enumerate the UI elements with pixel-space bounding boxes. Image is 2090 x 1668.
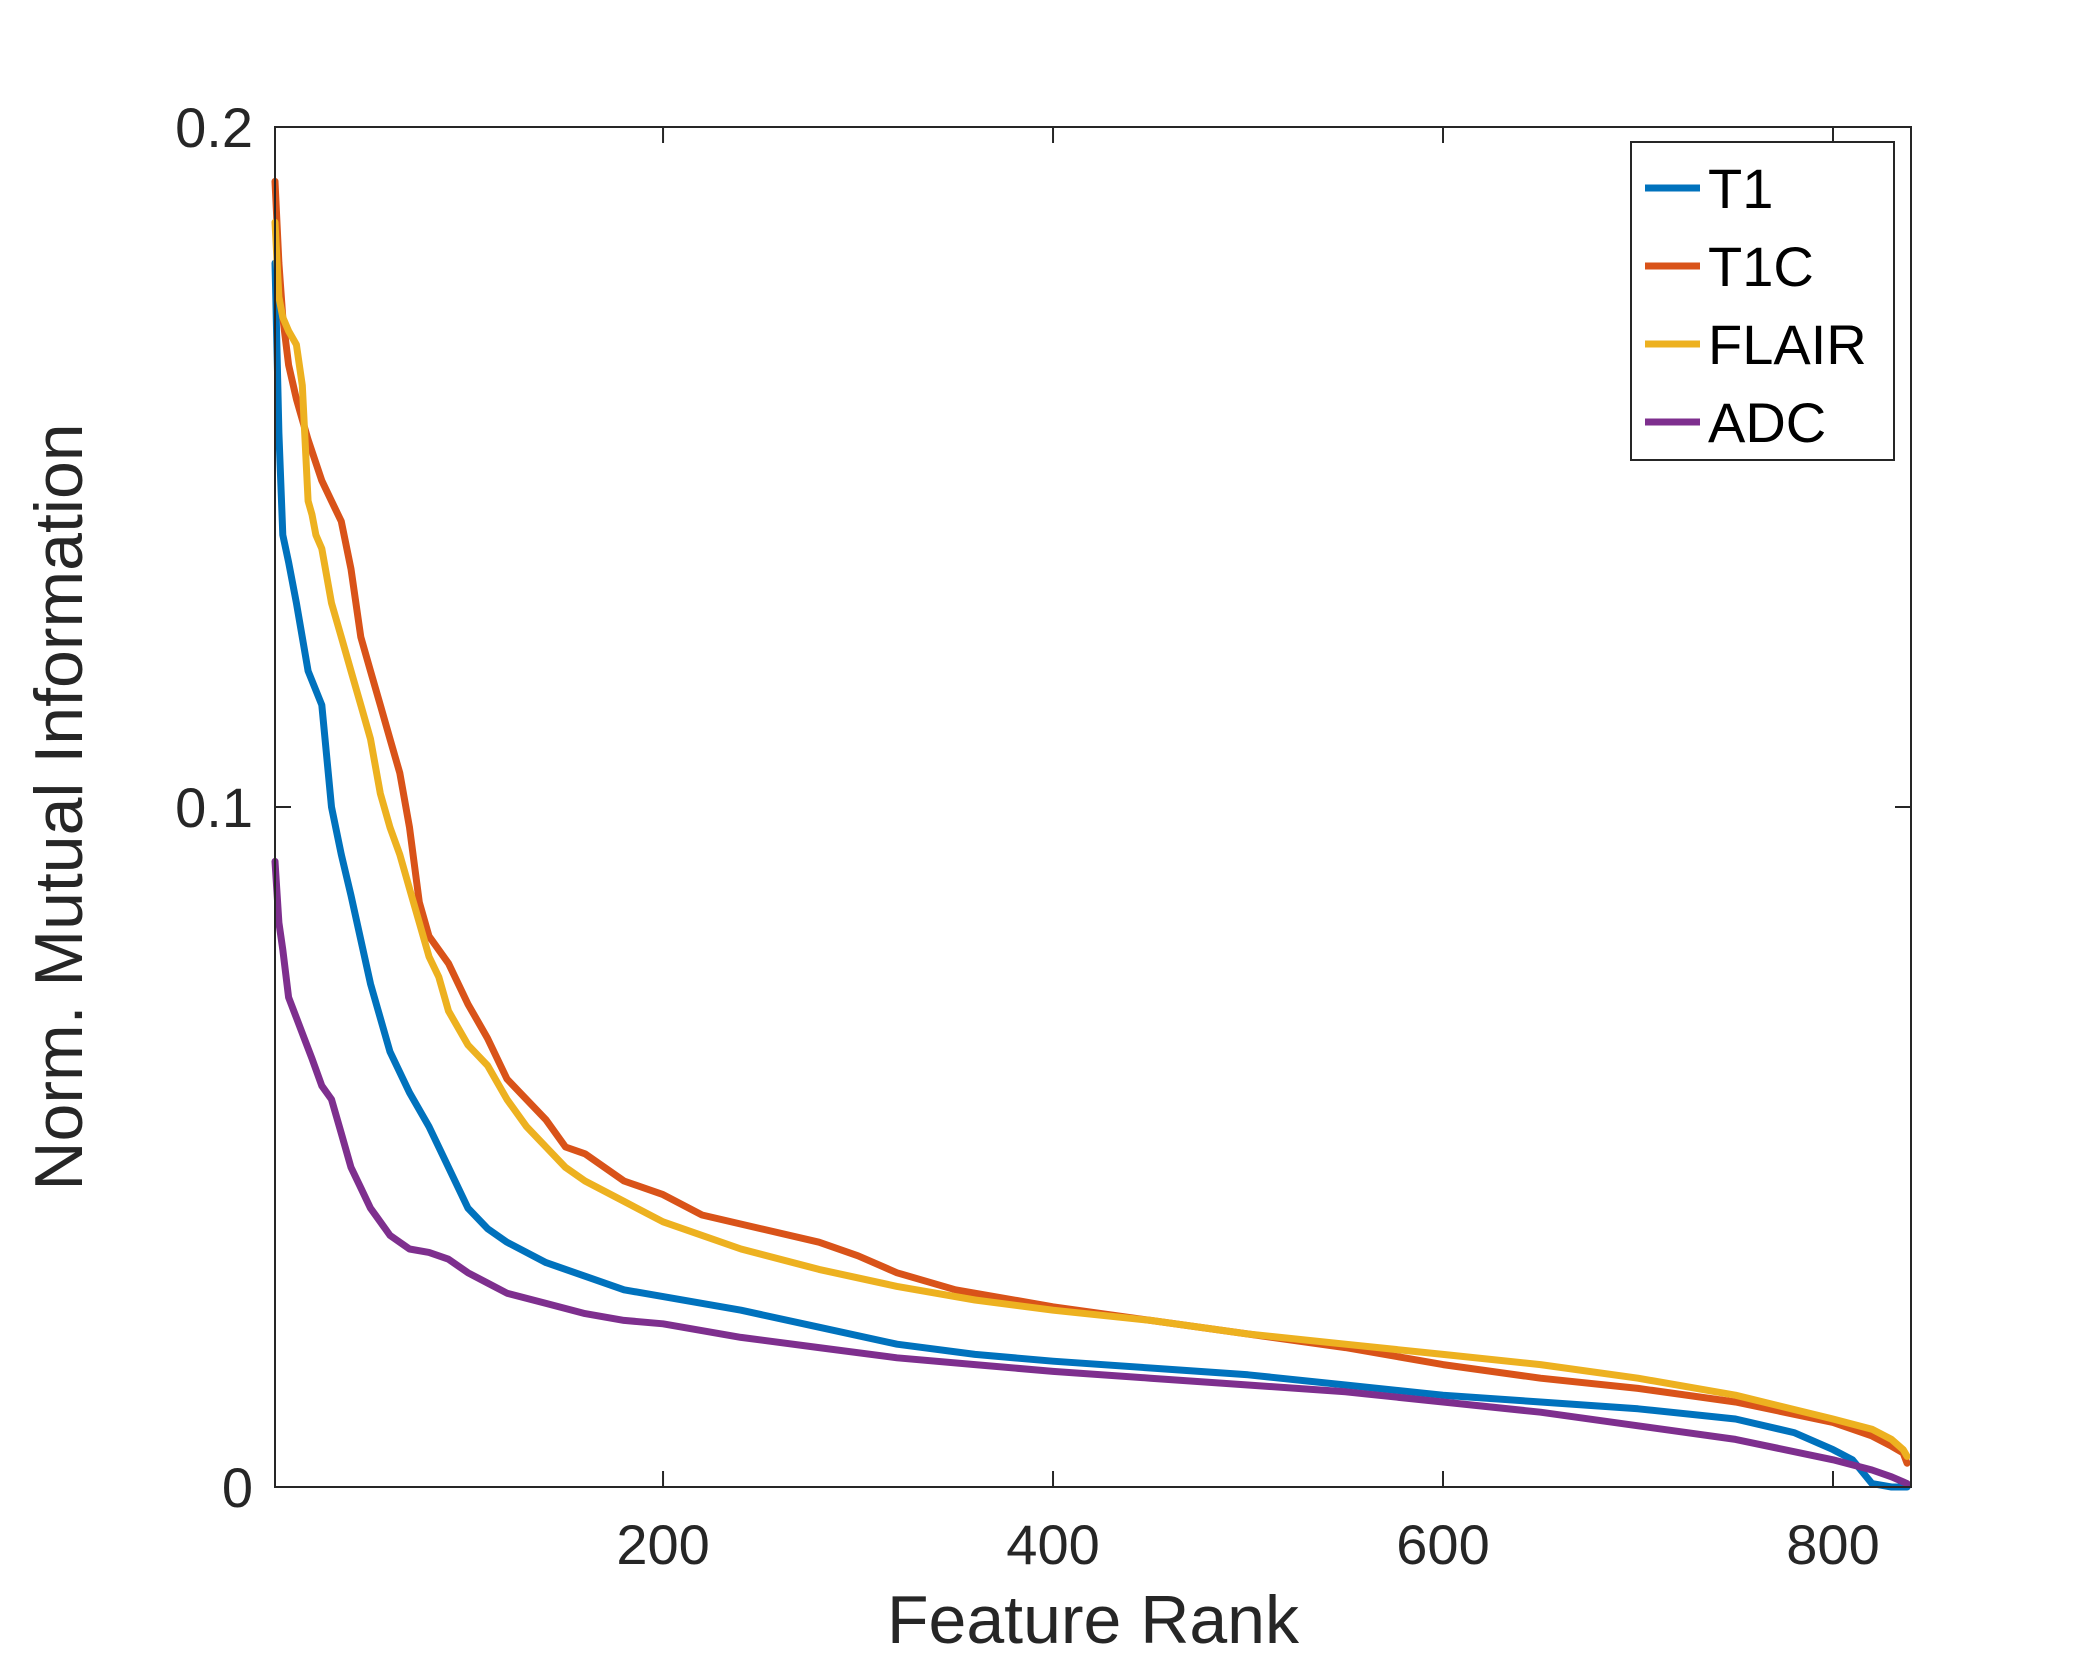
legend-label-t1c: T1C: [1708, 235, 1814, 298]
series-line-adc: [271, 857, 1911, 1488]
x-tick-label: 400: [1006, 1513, 1099, 1576]
legend-label-adc: ADC: [1708, 391, 1826, 454]
y-tick-label: 0.1: [175, 776, 253, 839]
legend: T1 T1C FLAIR ADC: [1630, 141, 1895, 461]
legend-label-t1: T1: [1708, 157, 1773, 220]
tick-marks: [275, 126, 1911, 1488]
legend-entries: T1 T1C FLAIR ADC: [1645, 157, 1867, 454]
series-layer: [271, 177, 1911, 1491]
legend-box: [1630, 141, 1895, 461]
y-axis-title: Norm. Mutual Information: [21, 423, 97, 1190]
y-tick-labels: 0 0.1 0.2: [175, 96, 253, 1519]
series-line-flair: [271, 218, 1911, 1460]
legend-label-flair: FLAIR: [1708, 313, 1867, 376]
x-tick-labels: 200 400 600 800: [616, 1513, 1879, 1576]
x-tick-label: 200: [616, 1513, 709, 1576]
series-line-t1c: [271, 177, 1911, 1467]
x-tick-label: 600: [1396, 1513, 1489, 1576]
y-tick-label: 0: [222, 1456, 253, 1519]
x-axis-title: Feature Rank: [887, 1582, 1300, 1658]
x-tick-label: 800: [1786, 1513, 1879, 1576]
series-line-t1: [271, 259, 1911, 1491]
y-tick-label: 0.2: [175, 96, 253, 159]
